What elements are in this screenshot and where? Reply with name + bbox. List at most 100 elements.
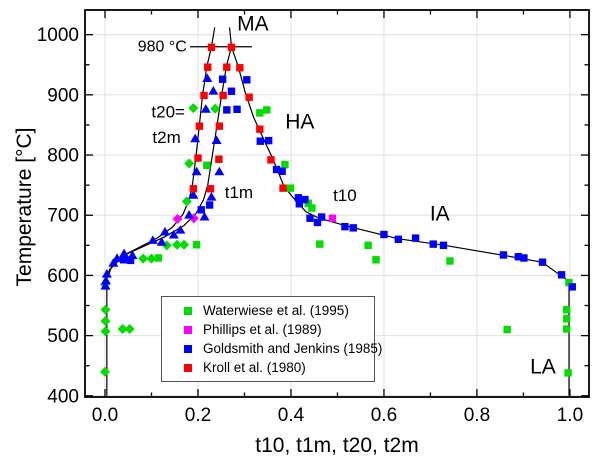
annotation-t1m: t1m <box>225 183 253 202</box>
data-point <box>147 235 158 244</box>
legend-item-goldsmith: Goldsmith and Jenkins (1985) <box>184 340 382 357</box>
data-point <box>267 156 275 164</box>
legend-item-waterwiese: Waterwiese et al. (1995) <box>184 302 374 319</box>
y-tick-label: 1000 <box>37 25 79 46</box>
data-point <box>191 166 202 176</box>
data-point <box>200 104 211 113</box>
data-point <box>218 75 227 83</box>
data-point <box>184 158 195 169</box>
data-point <box>190 133 201 143</box>
annotation-t20: t20= <box>151 102 185 121</box>
goldsmith-swatch-icon <box>184 344 192 353</box>
data-point <box>286 184 295 192</box>
data-point <box>243 76 251 84</box>
data-point <box>199 211 210 221</box>
data-point <box>538 258 547 266</box>
data-point <box>295 200 304 208</box>
data-point <box>203 161 211 169</box>
data-point <box>272 165 281 174</box>
y-tick-label: 800 <box>47 146 79 167</box>
data-point <box>100 304 111 315</box>
x-tick-label: 0.4 <box>278 405 305 426</box>
y-axis-title: Temperature [°C] <box>13 127 36 287</box>
data-point <box>179 239 190 250</box>
data-point <box>557 271 566 279</box>
data-point <box>256 109 264 117</box>
data-point <box>119 256 128 264</box>
data-point <box>316 240 324 248</box>
data-point <box>205 201 214 209</box>
annotation-980c: 980 °C <box>138 39 187 56</box>
y-tick-label: 500 <box>47 326 79 347</box>
y-tick-label: 600 <box>47 266 79 287</box>
legend-item-kroll: Kroll et al. (1980) <box>184 359 374 376</box>
data-point <box>317 213 326 221</box>
data-point <box>119 248 130 258</box>
data-point <box>138 253 149 264</box>
data-point <box>446 257 454 265</box>
data-point <box>154 254 163 262</box>
data-point <box>208 86 219 95</box>
data-point <box>175 225 186 234</box>
data-point <box>207 43 216 52</box>
data-point <box>264 136 273 145</box>
x-tick-label: 0.2 <box>185 405 211 426</box>
data-point <box>562 315 571 323</box>
data-point <box>499 251 508 259</box>
data-point <box>349 224 357 232</box>
series-goldsmith <box>100 73 576 291</box>
data-point <box>227 87 236 95</box>
data-point <box>394 235 403 244</box>
data-point <box>159 226 170 236</box>
t1m-curve <box>107 27 233 278</box>
axis-ticks <box>85 10 589 397</box>
data-point <box>294 194 303 202</box>
data-point <box>210 103 221 114</box>
data-point <box>429 240 437 248</box>
data-point <box>223 106 231 114</box>
data-point <box>219 91 227 100</box>
data-point <box>211 135 222 145</box>
data-point <box>101 269 112 278</box>
data-point <box>99 366 110 377</box>
data-point <box>206 185 215 193</box>
phillips-swatch-icon <box>184 325 192 334</box>
kroll-swatch-icon <box>184 363 192 372</box>
data-point <box>112 253 123 262</box>
data-point <box>564 369 572 377</box>
data-point <box>520 254 528 262</box>
data-point <box>181 196 192 207</box>
data-point <box>278 167 286 176</box>
y-tick-label: 900 <box>47 85 79 106</box>
x-tick-label: 1.0 <box>557 405 583 426</box>
data-point <box>200 91 208 100</box>
data-point <box>328 214 337 222</box>
data-point <box>308 204 316 212</box>
legend-label: Kroll et al. (1980) <box>203 360 306 375</box>
data-point <box>168 229 179 239</box>
data-point <box>214 166 225 176</box>
data-point <box>227 43 236 52</box>
data-point <box>194 154 202 162</box>
data-point <box>341 222 349 231</box>
data-point <box>223 63 231 71</box>
legend: Waterwiese et al. (1995) Phillips et al.… <box>161 296 382 382</box>
annotation-ma: MA <box>237 12 269 35</box>
data-point <box>100 281 111 290</box>
data-point <box>439 241 448 250</box>
x-tick-label: 0.8 <box>464 405 490 426</box>
data-point <box>195 122 204 130</box>
gridlines <box>85 10 589 397</box>
data-point <box>146 253 157 264</box>
data-point <box>562 306 571 314</box>
series-kroll <box>189 43 287 193</box>
data-point <box>236 64 244 72</box>
x-axis-title: t10, t1m, t20, t2m <box>255 434 419 457</box>
y-tick-label: 400 <box>47 386 79 407</box>
legend-label: Waterwiese et al. (1995) <box>203 303 349 318</box>
data-point <box>202 73 213 83</box>
data-point <box>172 213 183 224</box>
data-point <box>301 195 309 204</box>
data-point <box>108 258 119 267</box>
